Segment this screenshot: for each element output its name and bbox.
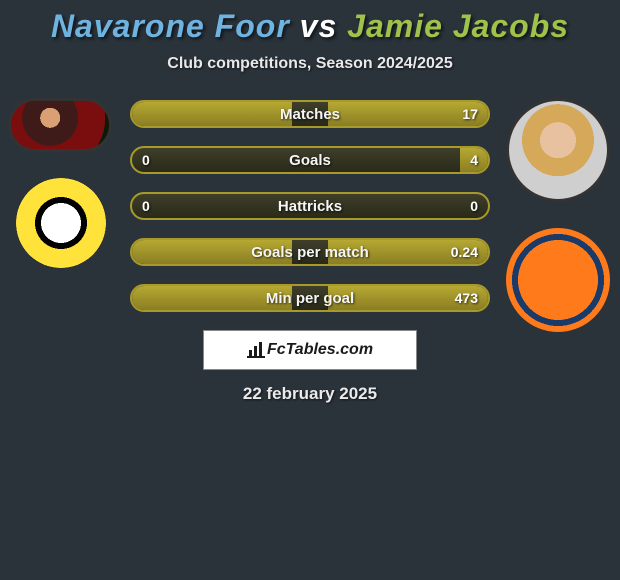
player1-club-logo [16,178,106,268]
stat-value-right: 17 [462,106,478,122]
stat-label: Goals [289,152,331,169]
stat-fill-left [132,102,292,126]
stat-value-right: 0 [470,198,478,214]
subtitle: Club competitions, Season 2024/2025 [0,55,620,73]
player2-name: Jamie Jacobs [347,8,569,44]
stat-value-left: 0 [142,198,150,214]
stat-bar: Goals per match 0.24 [130,238,490,266]
player1-name: Navarone Foor [51,8,290,44]
player1-avatar [8,98,112,152]
bar-chart-icon [247,342,265,358]
player2-club-logo [506,228,610,332]
stats-bars: Matches 17 0 Goals 4 0 Hattricks 0 Goals per mat… [130,98,490,312]
stat-label: Min per goal [266,290,354,307]
stat-label: Matches [280,106,340,123]
stat-bar: 0 Goals 4 [130,146,490,174]
stat-label: Hattricks [278,198,342,215]
fctables-label: FcTables.com [267,341,373,359]
date-stamp: 22 february 2025 [0,384,620,404]
comparison-content: Matches 17 0 Goals 4 0 Hattricks 0 Goals per mat… [0,98,620,404]
fctables-watermark: FcTables.com [203,330,417,370]
stat-label: Goals per match [251,244,369,261]
stat-value-left: 0 [142,152,150,168]
stat-value-right: 0.24 [451,244,478,260]
comparison-title: Navarone Foor vs Jamie Jacobs [0,0,620,45]
stat-bar: Matches 17 [130,100,490,128]
stat-bar: Min per goal 473 [130,284,490,312]
stat-value-right: 473 [455,290,478,306]
vs-label: vs [300,8,338,44]
stat-value-right: 4 [470,152,478,168]
player2-avatar [506,98,610,202]
stat-bar: 0 Hattricks 0 [130,192,490,220]
